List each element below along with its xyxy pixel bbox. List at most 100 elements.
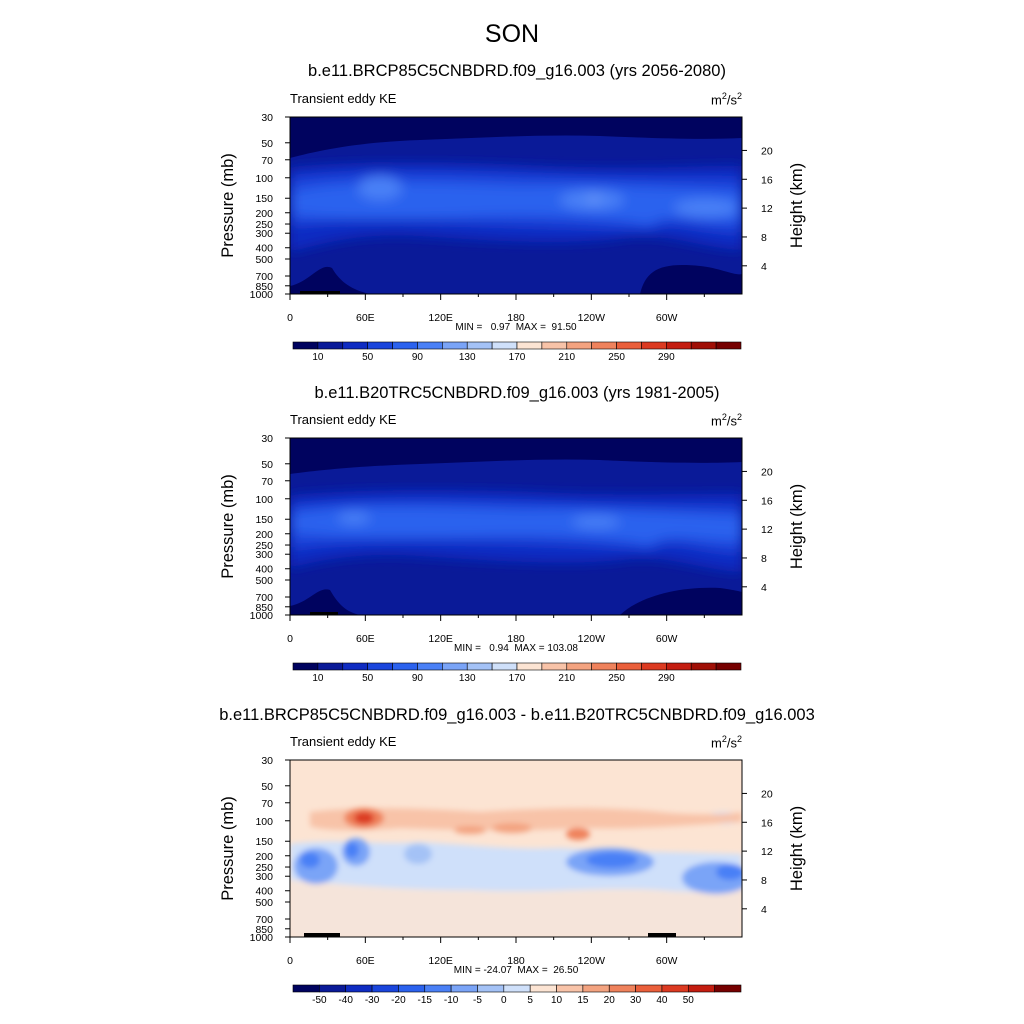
- colorbar-swatch: [477, 984, 505, 993]
- colorbar-swatch: [466, 662, 493, 671]
- y2-tick-label: 20: [761, 788, 773, 800]
- colorbar-label: 290: [658, 352, 675, 363]
- colorbar-swatch: [690, 341, 717, 350]
- panel-1-left-string: Transient eddy KE: [290, 91, 397, 106]
- y-tick-label: 1000: [250, 932, 274, 944]
- colorbar-label: -5: [473, 995, 482, 1006]
- colorbar-swatch: [342, 662, 368, 671]
- y-tick-label: 400: [255, 564, 273, 576]
- y-tick-label: 1000: [250, 289, 274, 301]
- panel-1-stats: MIN = 0.97 MAX = 91.50: [455, 322, 577, 333]
- colorbar-label: 50: [683, 995, 695, 1006]
- y-tick-label: 850: [255, 281, 273, 293]
- colorbar-swatch: [666, 341, 692, 350]
- panel-2-stats: MIN = 0.94 MAX = 103.08: [454, 643, 578, 654]
- colorbar-swatch: [635, 984, 663, 993]
- x-tick-label: 180: [507, 955, 525, 967]
- panel-2-left-string: Transient eddy KE: [290, 412, 397, 427]
- colorbar-swatch: [666, 662, 692, 671]
- colorbar-swatch: [690, 662, 717, 671]
- y-tick-label: 250: [255, 862, 273, 874]
- colorbar-label: 30: [630, 995, 642, 1006]
- y2-tick-label: 4: [761, 582, 767, 594]
- colorbar-swatch: [566, 662, 592, 671]
- colorbar-swatch: [450, 984, 478, 993]
- colorbar-label: 5: [527, 995, 533, 1006]
- colorbar-label: 90: [412, 673, 424, 684]
- y-tick-label: 500: [255, 575, 273, 587]
- y2-tick-label: 12: [761, 524, 773, 536]
- x-tick-label: 120E: [428, 955, 453, 967]
- y-tick-label: 70: [261, 798, 273, 810]
- colorbar-label: 290: [658, 673, 675, 684]
- colorbar-swatch: [641, 662, 667, 671]
- x-tick-label: 180: [507, 633, 525, 645]
- y-tick-label: 700: [255, 592, 273, 604]
- colorbar-swatch: [661, 984, 689, 993]
- colorbar-label: 250: [608, 352, 625, 363]
- x-tick-label: 60W: [656, 955, 678, 967]
- colorbar-label: 170: [509, 673, 526, 684]
- y-tick-label: 100: [255, 173, 273, 185]
- colorbar-label: 15: [577, 995, 589, 1006]
- colorbar-swatch: [319, 984, 347, 993]
- x-tick-label: 60E: [356, 633, 375, 645]
- x-tick-label: 60E: [356, 955, 375, 967]
- colorbar-label: -15: [418, 995, 433, 1006]
- y-tick-label: 70: [261, 155, 273, 167]
- panel-2-field: [290, 438, 742, 615]
- axes-layer: 3050701001502002503004005007008501000Pre…: [219, 112, 806, 967]
- colorbar-label: 10: [312, 352, 324, 363]
- colorbar-swatch: [317, 341, 344, 350]
- colorbar-label: 90: [412, 352, 424, 363]
- y-tick-label: 30: [261, 112, 273, 124]
- x-tick-label: 0: [287, 633, 293, 645]
- colorbar-swatch: [392, 662, 418, 671]
- colorbar-swatch: [529, 984, 557, 993]
- colorbar-swatch: [715, 341, 742, 350]
- colorbar-swatch: [516, 662, 543, 671]
- x-tick-label: 120E: [428, 312, 453, 324]
- colorbar-swatch: [417, 662, 443, 671]
- colorbar-swatch: [516, 341, 543, 350]
- y-tick-label: 250: [255, 219, 273, 231]
- y2-tick-label: 8: [761, 553, 767, 565]
- colorbar-swatch: [491, 662, 518, 671]
- y2-tick-label: 12: [761, 203, 773, 215]
- y-tick-label: 50: [261, 459, 273, 471]
- colorbar-swatch: [317, 662, 344, 671]
- colorbar-label: 130: [459, 352, 476, 363]
- colorbar-label: -50: [312, 995, 327, 1006]
- colorbar-swatch: [345, 984, 373, 993]
- colorbar-swatch: [292, 984, 320, 993]
- colorbar-swatch: [687, 984, 715, 993]
- colorbar-swatch: [556, 984, 584, 993]
- colorbar-label: 170: [509, 352, 526, 363]
- y-tick-label: 150: [255, 514, 273, 526]
- y2-tick-label: 12: [761, 846, 773, 858]
- y-tick-label: 200: [255, 208, 273, 220]
- panel-3-title: b.e11.BRCP85C5CNBDRD.f09_g16.003 - b.e11…: [219, 706, 815, 724]
- panel-3-field: [290, 760, 742, 937]
- y2-tick-label: 16: [761, 174, 773, 186]
- y-axis-label: Pressure (mb): [219, 796, 237, 901]
- y-tick-label: 50: [261, 781, 273, 793]
- y-tick-label: 300: [255, 549, 273, 561]
- colorbar-swatch: [541, 341, 568, 350]
- colorbar-swatch: [616, 341, 642, 350]
- panel-1-units: m2/s2: [711, 91, 742, 108]
- y-tick-label: 500: [255, 897, 273, 909]
- y-tick-label: 400: [255, 243, 273, 255]
- x-tick-label: 60W: [656, 312, 678, 324]
- colorbar-swatch: [292, 662, 319, 671]
- colorbar-label: -30: [365, 995, 380, 1006]
- colorbar-label: 10: [312, 673, 324, 684]
- colorbar-label: 20: [604, 995, 616, 1006]
- y-tick-label: 850: [255, 924, 273, 936]
- colorbar-swatch: [591, 341, 617, 350]
- colorbar-swatch: [503, 984, 531, 993]
- y2-axis-label: Height (km): [788, 484, 806, 569]
- colorbar-swatch: [714, 984, 742, 993]
- colorbar-label: 250: [608, 673, 625, 684]
